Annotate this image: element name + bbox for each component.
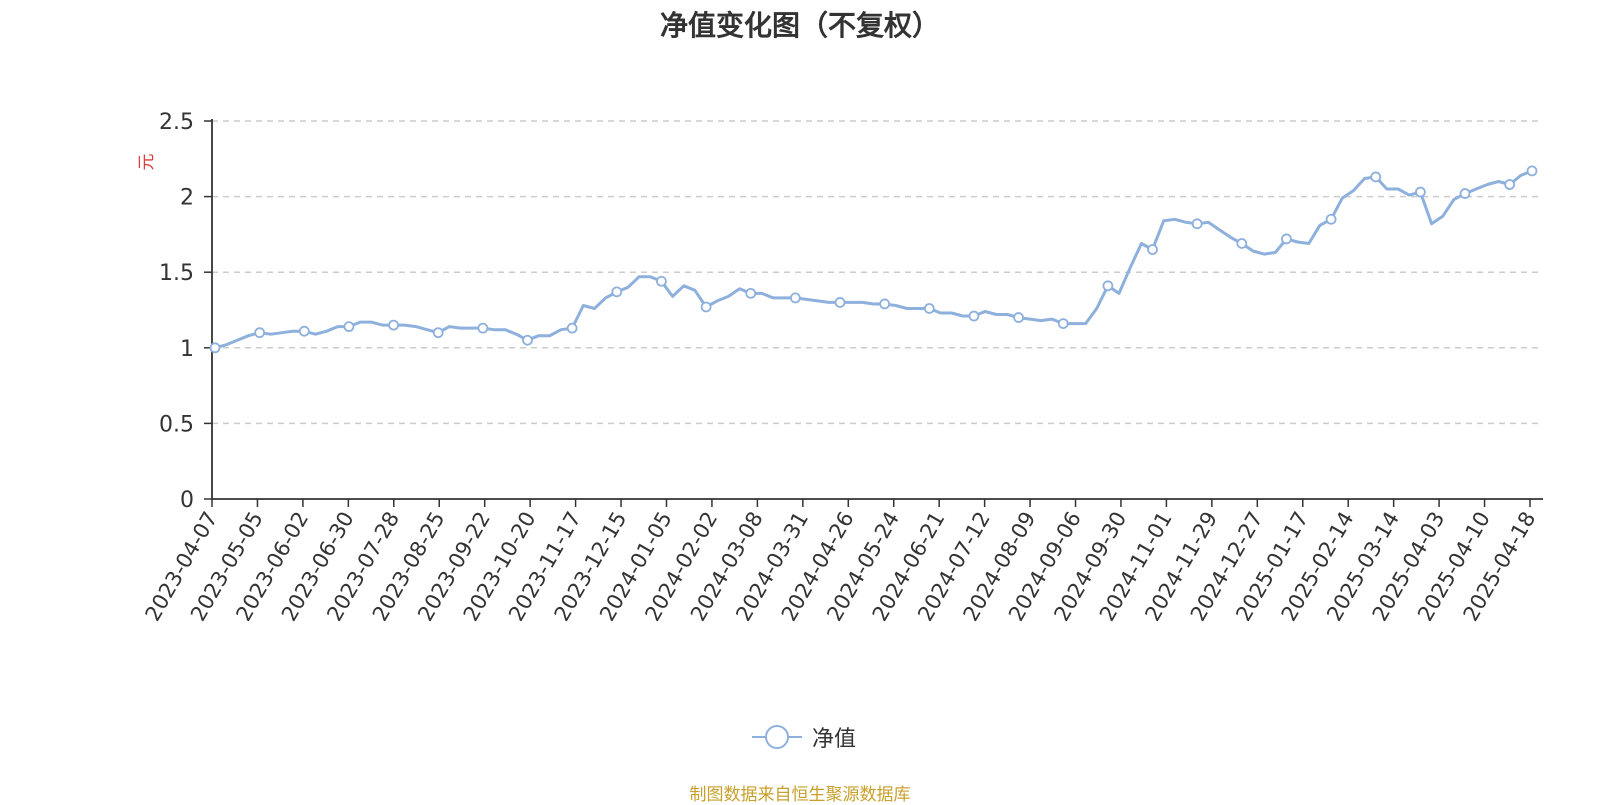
data-point[interactable]	[522, 334, 533, 346]
y-tick-label: 0	[180, 488, 194, 513]
y-axis-label: 元	[137, 154, 157, 171]
data-point[interactable]	[1504, 179, 1516, 190]
data-point[interactable]	[1236, 238, 1248, 249]
grid-lines	[212, 120, 1540, 425]
data-point[interactable]	[879, 298, 891, 310]
data-point[interactable]	[1147, 244, 1158, 255]
series-line	[214, 169, 1533, 350]
data-point[interactable]	[1526, 165, 1538, 177]
data-point[interactable]	[298, 325, 310, 337]
data-source-note: 制图数据来自恒生聚源数据库	[689, 785, 911, 805]
data-point[interactable]	[745, 287, 757, 299]
data-point[interactable]	[209, 342, 221, 354]
data-point[interactable]	[1191, 218, 1203, 230]
y-tick-label: 1	[180, 337, 194, 362]
data-point[interactable]	[566, 322, 578, 334]
series-layer	[209, 165, 1538, 354]
y-tick-label: 0.5	[159, 412, 194, 437]
data-point[interactable]	[611, 286, 623, 298]
data-point[interactable]	[432, 327, 444, 339]
y-axis-ticks: 0 0.5 1 1.5 2 2.5	[159, 110, 212, 513]
legend-line-icon	[752, 725, 802, 749]
data-point[interactable]	[343, 321, 355, 333]
y-tick-label: 2	[180, 186, 194, 211]
data-point[interactable]	[477, 322, 489, 334]
data-point[interactable]	[700, 301, 712, 313]
data-point[interactable]	[254, 327, 266, 339]
legend-label: 净值	[812, 727, 857, 752]
data-point[interactable]	[968, 310, 980, 322]
x-axis-ticks: 2023-04-072023-05-052023-06-022023-06-30…	[141, 499, 1540, 625]
data-point[interactable]	[1325, 213, 1337, 225]
chart-title: 净值变化图（不复权）	[659, 9, 940, 42]
legend[interactable]: 净值	[752, 722, 856, 752]
data-point[interactable]	[1281, 233, 1292, 245]
data-point[interactable]	[1102, 280, 1114, 292]
data-point[interactable]	[923, 303, 935, 314]
y-tick-label: 2.5	[159, 110, 194, 135]
data-point[interactable]	[1370, 171, 1382, 183]
data-point[interactable]	[1013, 312, 1024, 323]
data-point[interactable]	[1459, 188, 1471, 199]
data-point[interactable]	[834, 297, 846, 308]
axes	[211, 119, 1543, 500]
data-point[interactable]	[388, 319, 399, 331]
data-point[interactable]	[1414, 186, 1426, 198]
data-point[interactable]	[789, 292, 801, 304]
data-point[interactable]	[656, 275, 667, 287]
y-tick-label: 1.5	[159, 261, 194, 286]
data-point[interactable]	[1057, 318, 1069, 330]
